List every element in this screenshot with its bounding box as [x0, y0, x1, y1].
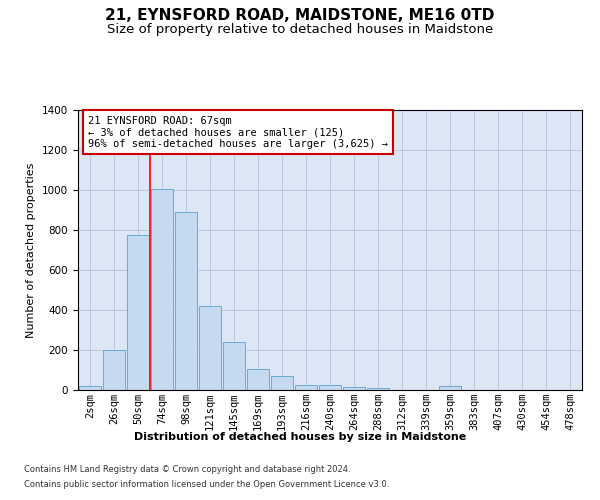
Text: Distribution of detached houses by size in Maidstone: Distribution of detached houses by size …: [134, 432, 466, 442]
Text: Contains HM Land Registry data © Crown copyright and database right 2024.: Contains HM Land Registry data © Crown c…: [24, 465, 350, 474]
Bar: [319, 385, 341, 390]
Bar: [199, 306, 221, 390]
Bar: [247, 369, 269, 390]
Bar: [343, 387, 365, 390]
Bar: [103, 350, 125, 390]
Text: 21, EYNSFORD ROAD, MAIDSTONE, ME16 0TD: 21, EYNSFORD ROAD, MAIDSTONE, ME16 0TD: [106, 8, 494, 22]
Bar: [151, 189, 173, 390]
Bar: [79, 386, 101, 390]
Text: 21 EYNSFORD ROAD: 67sqm
← 3% of detached houses are smaller (125)
96% of semi-de: 21 EYNSFORD ROAD: 67sqm ← 3% of detached…: [88, 116, 388, 149]
Bar: [367, 388, 389, 390]
Bar: [271, 376, 293, 390]
Text: Size of property relative to detached houses in Maidstone: Size of property relative to detached ho…: [107, 22, 493, 36]
Bar: [175, 212, 197, 390]
Bar: [223, 342, 245, 390]
Bar: [439, 386, 461, 390]
Bar: [295, 385, 317, 390]
Y-axis label: Number of detached properties: Number of detached properties: [26, 162, 37, 338]
Bar: [127, 235, 149, 390]
Text: Contains public sector information licensed under the Open Government Licence v3: Contains public sector information licen…: [24, 480, 389, 489]
